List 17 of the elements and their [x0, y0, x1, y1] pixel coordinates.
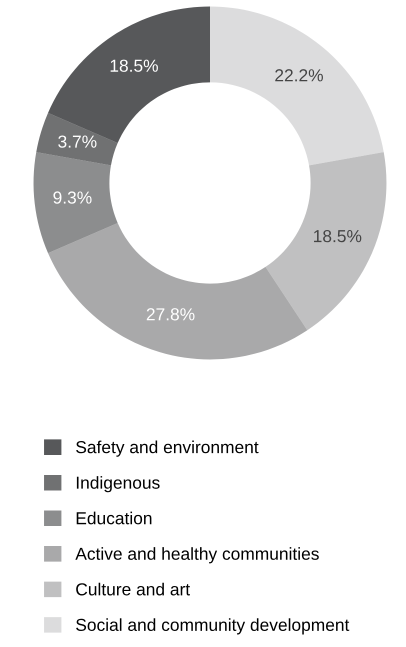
data-label: 9.3% — [53, 191, 92, 204]
donut-slice — [36, 112, 118, 166]
data-label: 3.7% — [58, 135, 97, 148]
legend-label: Indigenous — [76, 476, 160, 492]
legend-label: Social and community development — [76, 618, 350, 634]
data-label: 22.2% — [275, 69, 323, 82]
legend-label: Culture and art — [76, 582, 190, 596]
data-label: 18.5% — [110, 60, 158, 72]
data-label: 27.8% — [146, 308, 195, 320]
donut-slice — [34, 152, 118, 254]
data-label: 18.5% — [314, 230, 362, 242]
donut-slice — [265, 152, 386, 330]
legend-label: Education — [76, 512, 152, 524]
donut-slice — [48, 222, 308, 360]
legend-label: Active and healthy communities — [75, 547, 319, 564]
legend-label: Safety and environment — [76, 440, 259, 457]
donut-slice — [210, 6, 384, 166]
